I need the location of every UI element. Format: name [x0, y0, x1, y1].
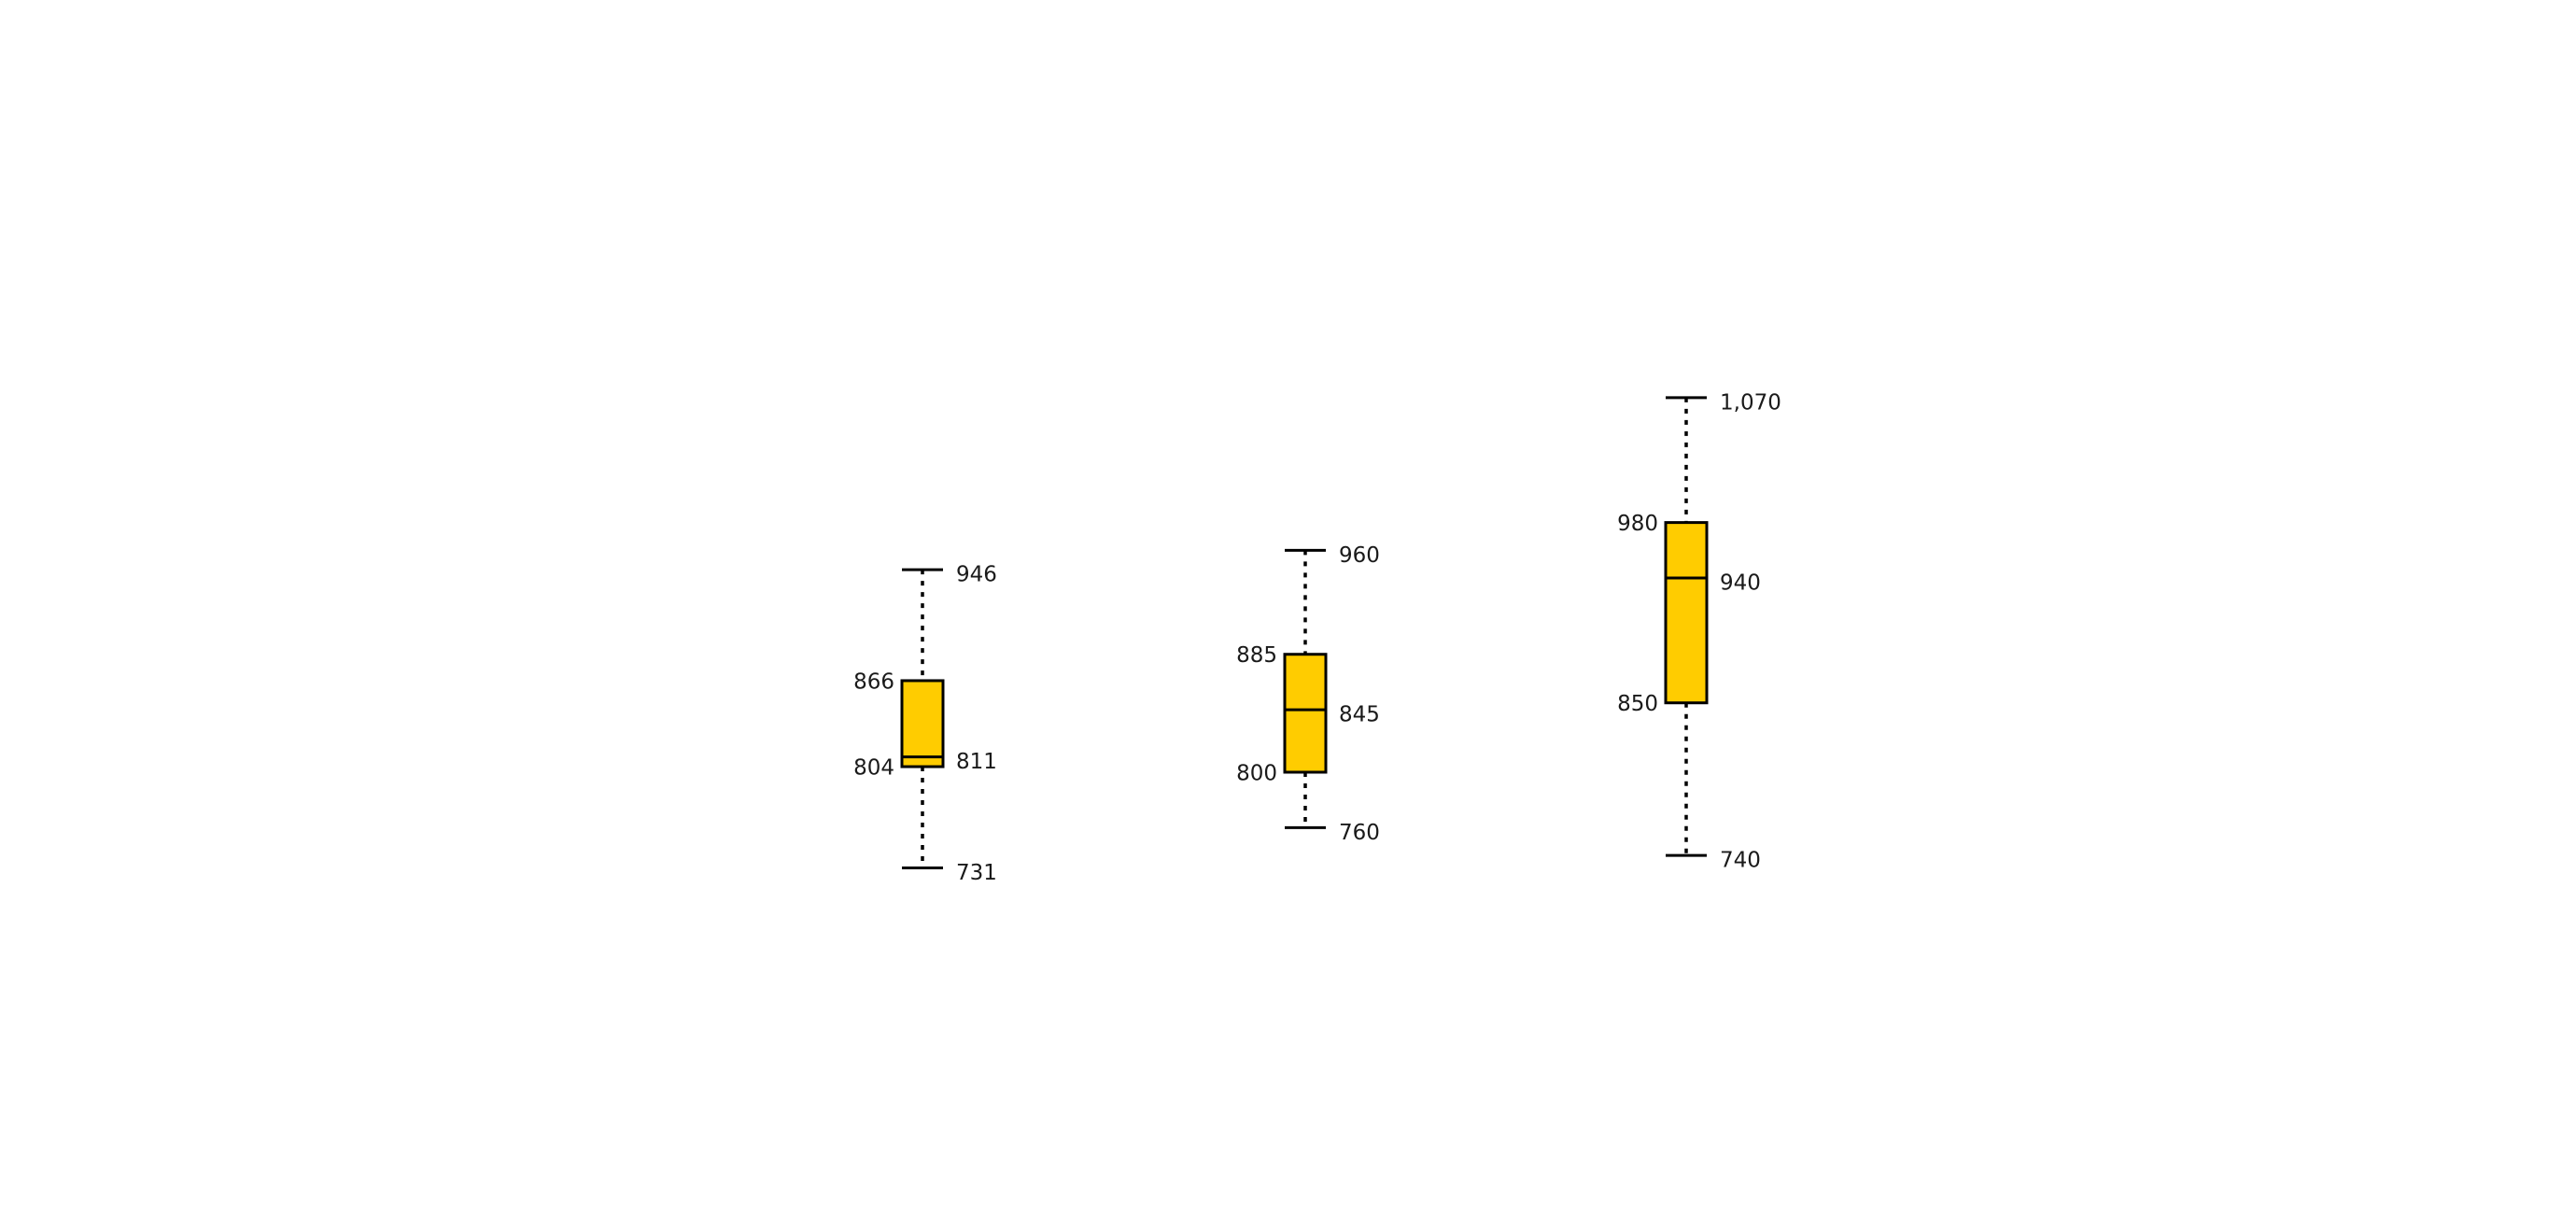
- q3-label-2: 885: [1236, 643, 1277, 668]
- q3-label-1: 866: [853, 669, 894, 694]
- max-label-3: 1,070: [1720, 390, 1781, 415]
- q1-label-1: 804: [853, 756, 894, 781]
- median-label-2: 845: [1339, 703, 1380, 727]
- median-label-1: 811: [956, 750, 997, 774]
- q1-label-3: 850: [1617, 692, 1658, 716]
- median-label-3: 940: [1720, 571, 1761, 596]
- min-label-3: 740: [1720, 849, 1761, 873]
- q1-label-2: 800: [1236, 762, 1277, 786]
- q3-label-3: 980: [1617, 512, 1658, 536]
- min-label-2: 760: [1339, 821, 1380, 845]
- max-label-2: 960: [1339, 543, 1380, 568]
- plot-area: 946 811 731 866 804 960 845 760 885 800 1,070 940 74…: [853, 390, 1781, 885]
- box-1: [900, 679, 945, 768]
- min-label-1: 731: [956, 861, 997, 885]
- box-3: [1664, 521, 1709, 705]
- max-label-1: 946: [956, 563, 997, 587]
- box-2: [1283, 653, 1328, 774]
